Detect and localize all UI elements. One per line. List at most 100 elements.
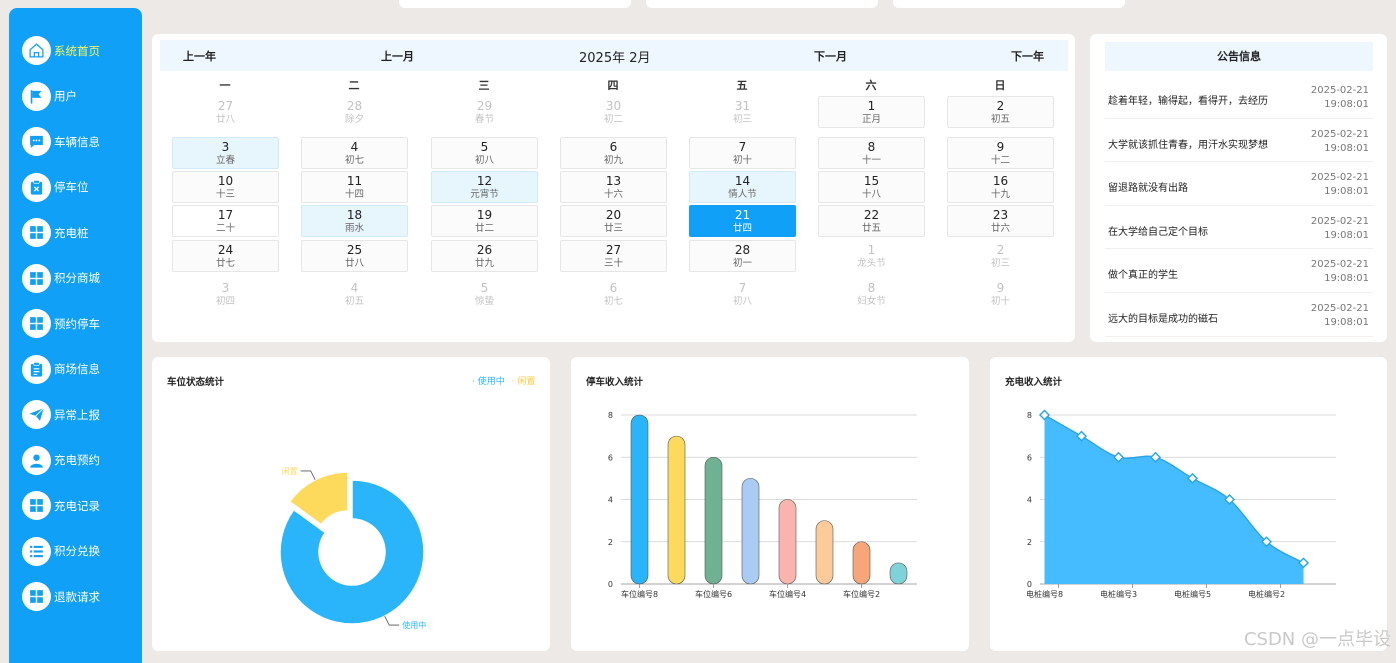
calendar-day[interactable]: 4 初七 (301, 137, 408, 169)
calendar-day[interactable]: 20 廿三 (560, 205, 667, 237)
calendar-day[interactable]: 6 初七 (560, 278, 667, 310)
stat-card-stub (646, 0, 878, 8)
calendar-day[interactable]: 23 廿六 (947, 205, 1054, 237)
day-number: 6 (609, 281, 618, 295)
sidebar-item[interactable]: 充电桩 (9, 210, 142, 256)
legend-dot: · (511, 377, 515, 387)
sidebar-item[interactable]: 异常上报 (9, 392, 142, 438)
calendar-day[interactable]: 17 二十 (172, 205, 279, 237)
calendar-day[interactable]: 6 初九 (560, 137, 667, 169)
sidebar-item[interactable]: 预约停车 (9, 301, 142, 347)
calendar-day[interactable]: 2 初三 (947, 240, 1054, 272)
calendar-day[interactable]: 26 廿九 (431, 240, 538, 272)
sidebar-item-label: 车辆信息 (54, 134, 100, 149)
calendar-day[interactable]: 28 初一 (689, 240, 796, 272)
calendar-day[interactable]: 7 初十 (689, 137, 796, 169)
notice-title-text: 留退路就没有出路 (1108, 183, 1188, 195)
calendar-day[interactable]: 29 春节 (431, 96, 538, 128)
notice-item[interactable]: 趁着年轻，输得起，看得开，去经历 2025-02-21 19:08:01 (1105, 75, 1373, 119)
calendar-day[interactable]: 28 除夕 (301, 96, 408, 128)
pie-label: 闲置 (282, 467, 298, 476)
day-number: 15 (863, 174, 880, 188)
calendar-day[interactable]: 5 初八 (431, 137, 538, 169)
notice-item[interactable]: 大学就该抓住青春，用汗水实现梦想 2025-02-21 19:08:01 (1105, 119, 1373, 163)
calendar-day[interactable]: 14 情人节 (689, 171, 796, 203)
calendar-day[interactable]: 24 廿七 (172, 240, 279, 272)
data-point (1038, 409, 1051, 421)
day-number: 3 (221, 140, 230, 154)
notice-item[interactable]: 留退路就没有出路 2025-02-21 19:08:01 (1105, 162, 1373, 206)
notice-date-day: 2025-02-21 (1310, 172, 1369, 184)
calendar-day[interactable]: 12 元宵节 (431, 171, 538, 203)
calendar-day[interactable]: 5 惊蛰 (431, 278, 538, 310)
sidebar-item[interactable]: 充电预约 (9, 438, 142, 484)
sidebar-item[interactable]: 用户 (9, 74, 142, 120)
chart-title: 充电收入统计 (1005, 377, 1063, 388)
calendar-day[interactable]: 27 三十 (560, 240, 667, 272)
calendar-day[interactable]: 25 廿八 (301, 240, 408, 272)
sidebar-item[interactable]: 停车位 (9, 165, 142, 211)
legend-item-in-use[interactable]: 使用中 (477, 377, 505, 387)
sidebar-item[interactable]: 积分商城 (9, 256, 142, 302)
calendar-day[interactable]: 7 初八 (689, 278, 796, 310)
pie-chart: 使用中 闲置 (279, 467, 426, 630)
prev-month-button[interactable]: 上一月 (381, 50, 414, 63)
sidebar-item[interactable]: 退款请求 (9, 574, 142, 620)
day-number: 2 (996, 99, 1005, 113)
sidebar-item-label: 退款请求 (54, 589, 100, 604)
calendar-day[interactable]: 21 廿四 (689, 205, 796, 237)
calendar-day[interactable]: 27 廿八 (172, 96, 279, 128)
lunar-label: 二十 (215, 223, 235, 234)
calendar-day[interactable]: 9 十二 (947, 137, 1054, 169)
calendar-day[interactable]: 1 正月 (818, 96, 925, 128)
sidebar-item[interactable]: 充电记录 (9, 483, 142, 529)
calendar-day[interactable]: 3 初四 (172, 278, 279, 310)
tick-label: 4 (1027, 496, 1032, 505)
calendar-day[interactable]: 19 廿二 (431, 205, 538, 237)
tick-label: 8 (1027, 411, 1032, 420)
notice-item[interactable]: 在大学给自己定个目标 2025-02-21 19:08:01 (1105, 206, 1373, 250)
calendar-day[interactable]: 3 立春 (172, 137, 279, 169)
lunar-label: 十九 (990, 189, 1010, 200)
day-number: 30 (605, 99, 622, 113)
calendar-day[interactable]: 9 初十 (947, 278, 1054, 310)
calendar-day[interactable]: 18 雨水 (301, 205, 408, 237)
bar (778, 499, 797, 585)
lunar-label: 廿四 (732, 223, 752, 234)
next-month-button[interactable]: 下一月 (814, 50, 847, 63)
calendar-day[interactable]: 8 妇女节 (818, 278, 925, 310)
notice-item[interactable]: 远大的目标是成功的磁石 2025-02-21 19:08:01 (1105, 293, 1373, 337)
calendar-day[interactable]: 1 龙头节 (818, 240, 925, 272)
sidebar-item[interactable]: 积分兑换 (9, 529, 142, 575)
calendar-day[interactable]: 31 初三 (689, 96, 796, 128)
calendar-day[interactable]: 2 初五 (947, 96, 1054, 128)
tick-label: 车位编号2 (843, 589, 880, 599)
lunar-label: 十八 (861, 189, 881, 200)
calendar-day[interactable]: 10 十三 (172, 171, 279, 203)
calendar-day[interactable]: 8 十一 (818, 137, 925, 169)
day-number: 24 (217, 243, 234, 257)
calendar-title: 2025年 2月 (579, 51, 651, 66)
calendar-day[interactable]: 4 初五 (301, 278, 408, 310)
lunar-label: 龙头节 (857, 258, 886, 269)
calendar-day[interactable]: 22 廿五 (818, 205, 925, 237)
calendar-day[interactable]: 15 十八 (818, 171, 925, 203)
sidebar-item[interactable]: 商场信息 (9, 347, 142, 393)
sidebar-item[interactable]: 系统首页 (9, 28, 142, 74)
sidebar-item[interactable]: 车辆信息 (9, 119, 142, 165)
calendar-day[interactable]: 11 十四 (301, 171, 408, 203)
next-year-button[interactable]: 下一年 (1011, 50, 1044, 63)
sidebar-item-label: 积分兑换 (54, 544, 100, 559)
grid-icon (22, 309, 51, 339)
day-number: 18 (346, 208, 363, 222)
data-point (1186, 472, 1199, 484)
notice-title-text: 趁着年轻，输得起，看得开，去经历 (1108, 96, 1268, 107)
chat-icon (22, 127, 51, 157)
calendar-day[interactable]: 13 十六 (560, 171, 667, 203)
legend-item-idle[interactable]: 闲置 (517, 377, 536, 387)
calendar-day[interactable]: 30 初二 (560, 96, 667, 128)
calendar-day[interactable]: 16 十九 (947, 171, 1054, 203)
notice-item[interactable]: 做个真正的学生 2025-02-21 19:08:01 (1105, 249, 1373, 293)
notice-date-day: 2025-02-21 (1310, 215, 1369, 227)
prev-year-button[interactable]: 上一年 (183, 50, 216, 63)
